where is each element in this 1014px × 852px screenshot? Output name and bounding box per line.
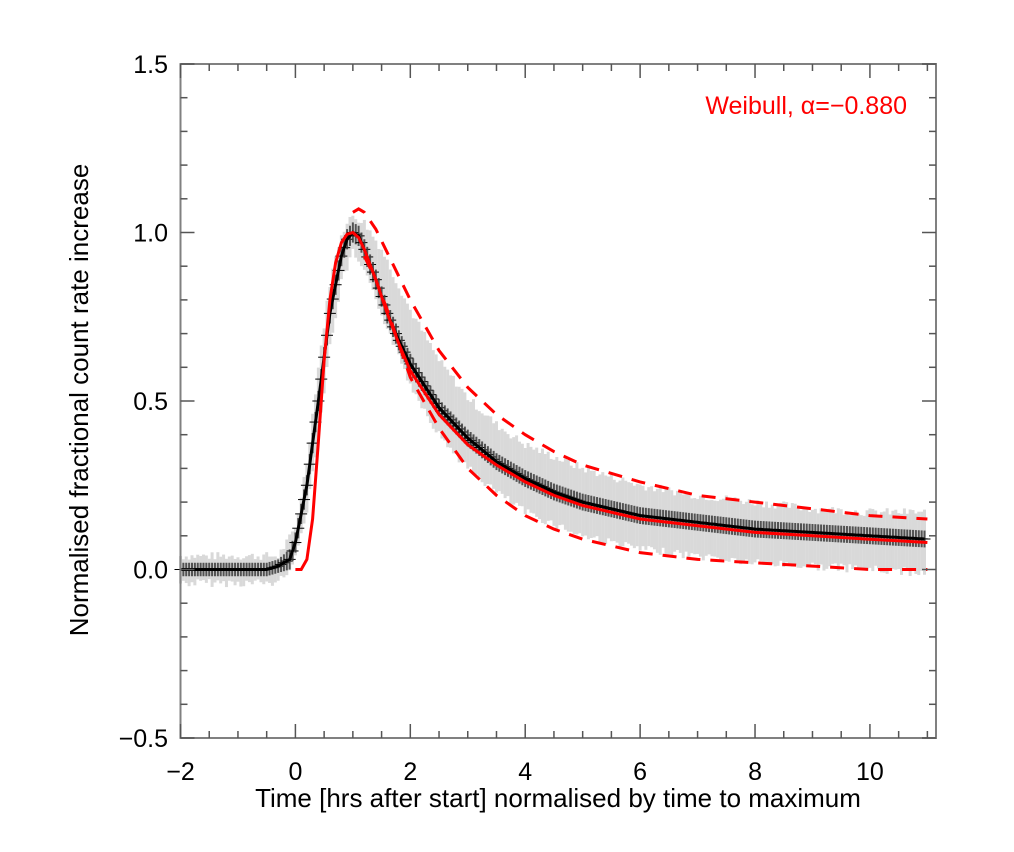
x-axis-title: Time [hrs after start] normalised by tim… [255,783,861,813]
x-tick-label: 10 [856,758,884,786]
y-tick-label: 0.0 [133,557,168,585]
y-tick-label: −0.5 [119,725,168,753]
tick-labels: −2 0 2 4 6 8 10 −0.5 0.0 0.5 1.0 1.5 [119,51,884,786]
fit-upper-bound-line [352,207,928,521]
x-tick-label: −2 [166,758,195,786]
x-tick-label: 8 [748,758,762,786]
data-line [180,230,925,571]
axes [179,63,937,739]
y-tick-label: 1.5 [133,51,168,79]
weibull-fit-line [295,230,928,571]
x-tick-label: 0 [288,758,302,786]
y-tick-label: 1.0 [133,220,168,248]
y-axis-title: Normalised fractional count rate increas… [64,164,94,637]
plot-frame [179,63,937,739]
x-tick-label: 4 [518,758,532,786]
fit-annotation: Weibull, α=−0.880 [705,92,907,120]
y-tick-label: 0.5 [133,388,168,416]
fit-layer [295,207,928,571]
x-tick-label: 6 [633,758,647,786]
x-tick-label: 2 [403,758,417,786]
